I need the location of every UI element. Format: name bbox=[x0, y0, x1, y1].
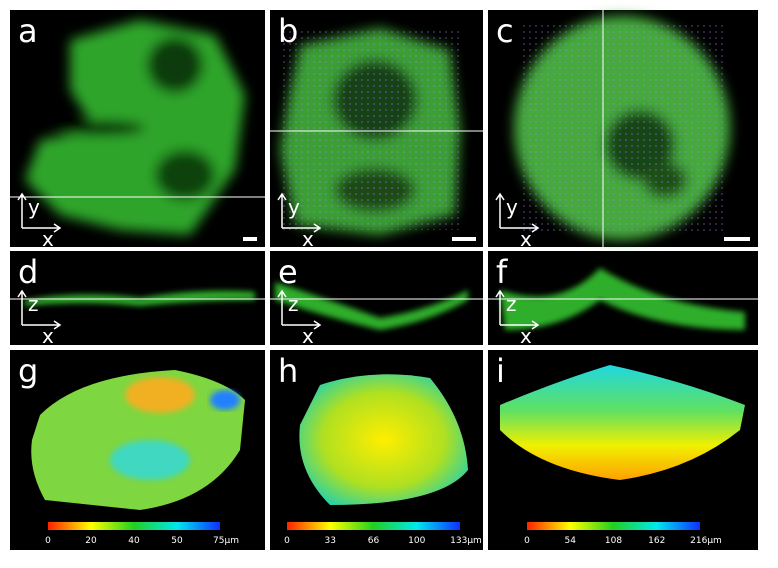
panel-label: i bbox=[496, 352, 505, 390]
axis-label: x bbox=[520, 324, 532, 348]
axis-label: x bbox=[42, 227, 54, 251]
colorbar-tick-label: 50 bbox=[171, 536, 183, 546]
speckle bbox=[520, 25, 725, 235]
colorbar-tick-label: 100 bbox=[408, 536, 425, 546]
panel-label: b bbox=[278, 12, 298, 50]
axis-arrows bbox=[495, 289, 540, 330]
colorbar-tick-label: 0 bbox=[284, 536, 290, 546]
colorbar-tick-label: 40 bbox=[128, 536, 140, 546]
axis-arrows bbox=[17, 192, 62, 233]
height-maps bbox=[31, 365, 745, 510]
axis-label: y bbox=[506, 195, 518, 219]
axis-label: z bbox=[506, 292, 517, 316]
axis-label: z bbox=[28, 292, 39, 316]
scale-bars bbox=[243, 237, 750, 241]
axis-label: z bbox=[288, 292, 299, 316]
colorbar-tick-label: 216µm bbox=[690, 536, 722, 546]
axis-label: y bbox=[28, 195, 40, 219]
speckle bbox=[280, 30, 460, 230]
colorbar-tick-label: 54 bbox=[565, 536, 577, 546]
colorbar-tick-label: 162 bbox=[648, 536, 665, 546]
axis-arrows bbox=[277, 289, 322, 330]
colorbar-tick-label: 133µm bbox=[450, 536, 482, 546]
axis-label: x bbox=[42, 324, 54, 348]
colorbars bbox=[48, 522, 700, 530]
panel-label: c bbox=[496, 12, 514, 50]
panel-label: f bbox=[496, 253, 508, 291]
colorbar-tick-label: 0 bbox=[45, 536, 51, 546]
axis-arrows bbox=[277, 192, 322, 233]
panel-label: a bbox=[18, 12, 38, 50]
colorbar-tick-label: 20 bbox=[85, 536, 97, 546]
colorbar-tick-label: 66 bbox=[368, 536, 380, 546]
panel-label: h bbox=[278, 352, 298, 390]
colorbar-tick-label: 33 bbox=[325, 536, 336, 546]
axis-arrows bbox=[495, 192, 540, 233]
colorbar-tick-label: 108 bbox=[605, 536, 622, 546]
colorbar-tick-label: 75µm bbox=[213, 536, 239, 546]
panel-label: e bbox=[278, 253, 298, 291]
axis-label: y bbox=[288, 195, 300, 219]
axis-label: x bbox=[520, 227, 532, 251]
axis-label: x bbox=[302, 324, 314, 348]
panel-label: d bbox=[18, 253, 38, 291]
image-a bbox=[25, 20, 245, 235]
colorbar-tick-label: 0 bbox=[524, 536, 530, 546]
guide-lines bbox=[10, 10, 758, 300]
axis-label: x bbox=[302, 227, 314, 251]
panel-label: g bbox=[18, 352, 38, 390]
axis-arrows bbox=[17, 289, 62, 330]
